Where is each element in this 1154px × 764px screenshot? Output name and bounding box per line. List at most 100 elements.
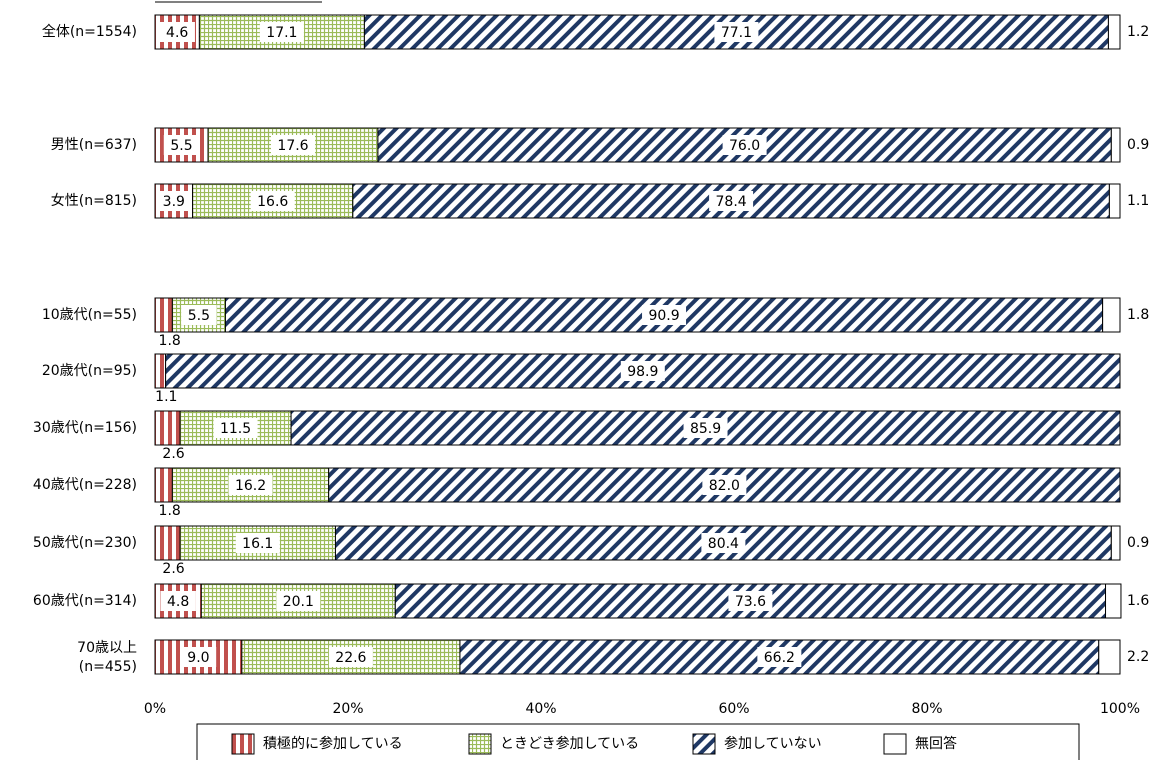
data-label-bg: [702, 475, 747, 495]
bar-row: 50歳代(n=230) 2.6 16.1 80.4 0.9: [33, 525, 1149, 577]
data-label: 1.2: [1127, 24, 1149, 40]
data-label: 98.9: [627, 364, 658, 380]
data-label: 16.6: [257, 194, 288, 210]
data-label: 5.5: [170, 138, 192, 154]
data-label: 82.0: [709, 478, 740, 494]
data-label: 1.6: [1127, 593, 1149, 609]
data-label-bg: [642, 305, 687, 325]
data-label: 2.6: [162, 446, 184, 462]
data-label: 1.8: [159, 503, 181, 519]
data-label: 1.1: [1127, 193, 1149, 209]
data-label-bg: [683, 418, 728, 438]
x-tick-label: 0%: [144, 701, 166, 717]
data-label-bg: [270, 135, 315, 155]
bar-segment: [154, 353, 167, 389]
category-label: (n=455): [79, 659, 137, 675]
data-label: 5.5: [188, 308, 210, 324]
data-label: 22.6: [335, 650, 366, 666]
data-label-bg: [714, 22, 759, 42]
x-tick-label: 80%: [911, 701, 942, 717]
data-label-bg: [328, 647, 373, 667]
legend-swatch: [231, 733, 255, 755]
data-label: 1.1: [155, 389, 177, 405]
legend-label: 参加していない: [724, 735, 822, 752]
bar-segment: [154, 410, 181, 446]
legend-swatch: [692, 733, 716, 755]
x-tick-label: 40%: [525, 701, 556, 717]
data-label-bg: [259, 22, 304, 42]
bar-row: 60歳代(n=314) 4.8 20.1 73.6 1.6: [33, 583, 1149, 619]
data-label-bg: [757, 647, 802, 667]
data-label: 4.6: [166, 25, 188, 41]
legend-box: [196, 723, 1080, 763]
bar-segment: [154, 467, 173, 503]
data-label: 17.6: [277, 138, 308, 154]
data-label-bg: [701, 533, 746, 553]
data-label: 3.9: [163, 194, 185, 210]
data-label: 66.2: [764, 650, 795, 666]
data-label-bg: [250, 191, 295, 211]
data-label: 11.5: [220, 421, 251, 437]
category-label: 男性(n=637): [51, 137, 137, 153]
data-label: 90.9: [648, 308, 679, 324]
data-label: 2.2: [1127, 649, 1149, 665]
data-label-bg: [728, 591, 773, 611]
data-label: 73.6: [735, 594, 766, 610]
data-label-bg: [722, 135, 767, 155]
data-label: 4.8: [167, 594, 189, 610]
bar-row: 10歳代(n=55) 1.8 5.5 90.9 1.8: [42, 297, 1149, 349]
category-label: 40歳代(n=228): [33, 477, 137, 493]
bar-row: 40歳代(n=228) 1.8 16.2 82.0: [33, 467, 1121, 519]
category-label: 10歳代(n=55): [42, 307, 137, 323]
data-label-bg: [159, 22, 195, 42]
bar-segment: [1110, 525, 1121, 561]
category-label: 女性(n=815): [51, 192, 137, 209]
bar-segment: [1107, 14, 1121, 50]
data-label-bg: [228, 475, 273, 495]
legend-swatch: [883, 733, 907, 755]
data-label-bg: [213, 418, 258, 438]
data-label: 85.9: [690, 421, 721, 437]
data-label: 0.9: [1127, 535, 1149, 551]
bar-segment: [154, 525, 181, 561]
category-label: 50歳代(n=230): [33, 535, 137, 551]
bar-segment: [1105, 583, 1122, 619]
bar-row: 70歳以上 (n=455) 9.0 22.6 66.2 2.2: [77, 639, 1149, 675]
data-label: 2.6: [162, 561, 184, 577]
data-label-bg: [180, 647, 217, 667]
data-label: 17.1: [266, 25, 297, 41]
data-label: 0.9: [1127, 137, 1149, 153]
legend-swatch: [468, 733, 492, 755]
data-label-bg: [620, 361, 665, 381]
data-label: 77.1: [721, 25, 752, 41]
data-label: 1.8: [1127, 307, 1149, 323]
data-label: 20.1: [283, 594, 314, 610]
bar-segment: [154, 297, 173, 333]
data-label-bg: [181, 305, 217, 325]
data-label: 16.2: [235, 478, 266, 494]
legend-label: 積極的に参加している: [263, 735, 403, 752]
data-label: 80.4: [708, 536, 739, 552]
legend-label: ときどき参加している: [500, 735, 639, 752]
data-label-bg: [160, 591, 196, 611]
bar-row: 20歳代(n=95) 1.1 98.9: [42, 353, 1121, 405]
bar-segment: [1098, 639, 1121, 675]
category-label: 20歳代(n=95): [42, 363, 137, 379]
category-label: 30歳代(n=156): [33, 420, 137, 436]
data-label-bg: [156, 191, 192, 211]
bar-segment: [1110, 127, 1121, 163]
data-label-bg: [709, 191, 754, 211]
bar-row: 男性(n=637) 5.5 17.6 76.0 0.9: [51, 127, 1149, 163]
x-tick-label: 20%: [332, 701, 363, 717]
data-label: 16.1: [242, 536, 273, 552]
x-tick-label: 100%: [1100, 701, 1140, 717]
x-tick-label: 60%: [718, 701, 749, 717]
data-label-bg: [163, 135, 200, 155]
bar-row: 30歳代(n=156) 2.6 11.5 85.9: [33, 410, 1121, 462]
bar-row: 全体(n=1554) 4.6 17.1 77.1 1.2: [42, 14, 1149, 50]
bar-segment: [328, 467, 1121, 503]
data-label: 76.0: [729, 138, 760, 154]
data-label: 9.0: [187, 650, 209, 666]
